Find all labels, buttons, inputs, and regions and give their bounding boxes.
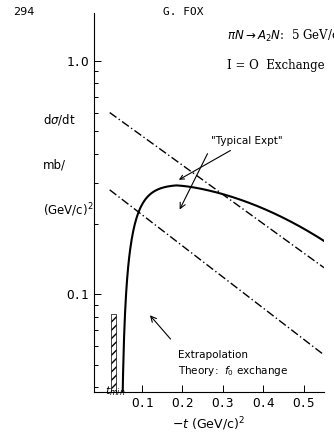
Text: I = O  Exchange: I = O Exchange [227, 58, 325, 72]
Text: $\pi N \rightarrow A_2 N$:  5 GeV/c: $\pi N \rightarrow A_2 N$: 5 GeV/c [227, 28, 334, 44]
Text: G. FOX: G. FOX [163, 7, 204, 17]
Text: 294: 294 [13, 7, 35, 17]
Text: d$\sigma$/dt: d$\sigma$/dt [43, 112, 75, 127]
Text: "Typical Expt": "Typical Expt" [180, 136, 282, 179]
Bar [111, 314, 116, 392]
Text: mb/: mb/ [43, 158, 66, 171]
X-axis label: $-t$ (GeV/c)$^2$: $-t$ (GeV/c)$^2$ [172, 416, 245, 433]
Text: (GeV/c)$^2$: (GeV/c)$^2$ [43, 201, 93, 219]
Text: $t_{min}$: $t_{min}$ [105, 385, 125, 399]
Text: Extrapolation
Theory:  $f_0$ exchange: Extrapolation Theory: $f_0$ exchange [178, 350, 289, 378]
